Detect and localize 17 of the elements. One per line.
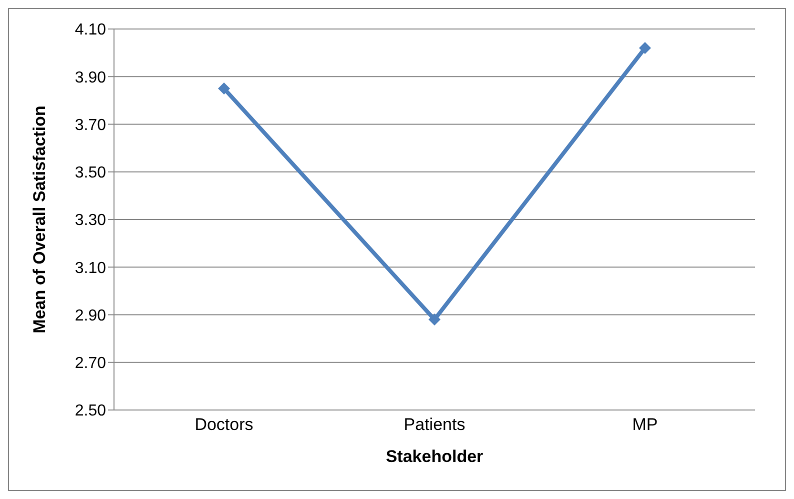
y-tick-label: 3.90 <box>74 69 106 86</box>
x-tick-label: Doctors <box>194 415 254 434</box>
y-tick-label: 2.90 <box>74 307 106 324</box>
point <box>639 42 651 54</box>
y-tick-label: 3.30 <box>74 212 106 230</box>
x-tick-label: Patients <box>404 415 466 434</box>
y-tick-label: 3.10 <box>74 260 106 277</box>
y-tick-label: 3.50 <box>74 164 106 182</box>
point <box>428 314 440 326</box>
x-axis-title: Stakeholder <box>386 447 484 466</box>
y-tick-label: 2.50 <box>74 402 106 420</box>
y-tick-label: 3.70 <box>74 116 106 134</box>
x-tick-label: MP <box>632 415 658 434</box>
y-axis-title: Mean of Overall Satisfaction <box>30 106 50 334</box>
y-tick-label: 4.10 <box>74 22 106 39</box>
point <box>218 82 230 95</box>
y-tick-label: 2.70 <box>74 355 106 372</box>
